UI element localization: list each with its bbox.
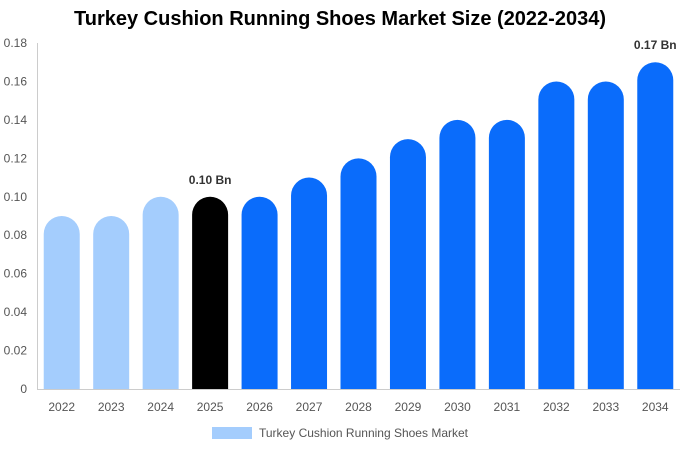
y-tick-label: 0.10 <box>4 190 28 204</box>
data-labels: 0.10 Bn 0.17 Bn <box>189 38 677 187</box>
x-tick-label: 2024 <box>147 400 174 414</box>
bar-2032 <box>538 81 575 389</box>
data-label-2025: 0.10 Bn <box>189 173 232 187</box>
y-tick-label: 0.02 <box>4 344 28 358</box>
legend-swatch <box>212 427 252 439</box>
y-tick-label: 0.18 <box>4 36 28 50</box>
y-tick-label: 0.08 <box>4 228 28 242</box>
bar-2026 <box>241 196 278 389</box>
chart-title: Turkey Cushion Running Shoes Market Size… <box>74 8 606 30</box>
bar-2027 <box>291 177 328 389</box>
bar-2034 <box>637 62 674 389</box>
bar-2022 <box>43 216 80 389</box>
bar-2029 <box>389 139 426 389</box>
x-tick-label: 2032 <box>543 400 570 414</box>
bar-2023 <box>93 216 130 389</box>
bar-2031 <box>488 119 525 390</box>
x-tick-label: 2030 <box>444 400 471 414</box>
y-tick-label: 0.06 <box>4 267 28 281</box>
y-axis-ticks: 0 0.02 0.04 0.06 0.08 0.10 0.12 0.14 0.16 0.18 <box>4 36 28 396</box>
y-tick-label: 0.16 <box>4 74 28 88</box>
x-tick-label: 2029 <box>395 400 422 414</box>
data-label-2034: 0.17 Bn <box>634 38 677 52</box>
y-tick-label: 0 <box>20 382 27 396</box>
x-tick-label: 2028 <box>345 400 372 414</box>
x-tick-label: 2025 <box>197 400 224 414</box>
x-tick-label: 2034 <box>642 400 669 414</box>
bar-2025 <box>192 196 229 389</box>
x-axis-ticks: 2022 2023 2024 2025 2026 2027 2028 2029 2030 2031… <box>48 400 669 414</box>
bar-2028 <box>340 158 377 389</box>
x-tick-label: 2026 <box>246 400 273 414</box>
legend-label: Turkey Cushion Running Shoes Market <box>259 426 468 440</box>
x-tick-label: 2022 <box>48 400 75 414</box>
x-tick-label: 2033 <box>592 400 619 414</box>
y-tick-label: 0.04 <box>4 305 28 319</box>
y-tick-label: 0.12 <box>4 151 28 165</box>
y-tick-label: 0.14 <box>4 113 28 127</box>
bars <box>43 62 674 390</box>
bar-2030 <box>439 119 476 389</box>
x-tick-label: 2027 <box>296 400 323 414</box>
bar-2033 <box>587 81 624 389</box>
bar-2024 <box>142 196 179 389</box>
x-tick-label: 2023 <box>98 400 125 414</box>
x-tick-label: 2031 <box>494 400 521 414</box>
legend: Turkey Cushion Running Shoes Market <box>0 426 680 440</box>
